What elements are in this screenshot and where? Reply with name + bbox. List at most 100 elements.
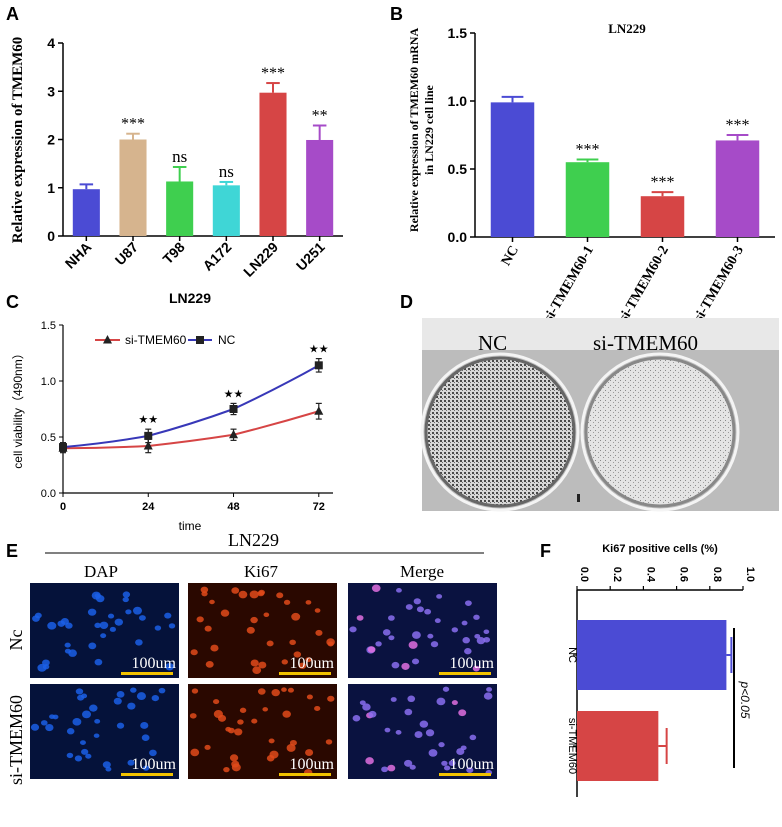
cell-nucleus — [94, 658, 103, 666]
cell-nucleus — [113, 697, 122, 705]
cell-nucleus — [220, 609, 230, 617]
cell-nucleus — [461, 620, 468, 626]
cell-nucleus — [257, 590, 265, 597]
cell-nucleus — [441, 760, 448, 766]
data-point-si-tmem60 — [229, 429, 239, 439]
cell-nucleus — [158, 687, 166, 694]
scale-bar — [279, 773, 331, 776]
significance-label: *** — [576, 141, 600, 158]
column-label-dap: DAP — [84, 562, 118, 581]
cell-nucleus — [395, 730, 402, 735]
dish-si-rim — [580, 352, 740, 512]
cell-nucleus — [268, 738, 275, 744]
cell-nucleus — [262, 707, 269, 712]
cell-nucleus — [349, 626, 357, 633]
cell-nucleus — [448, 760, 456, 766]
cell-nucleus — [391, 661, 400, 669]
cell-nucleus — [387, 764, 396, 772]
bar-a172 — [212, 185, 240, 236]
cell-nucleus — [289, 639, 296, 646]
cell-nucleus — [413, 598, 421, 605]
cell-nucleus — [314, 705, 321, 711]
cell-nucleus — [436, 697, 446, 706]
cell-nucleus — [227, 727, 235, 734]
bar-si-tmem60-1 — [565, 162, 610, 237]
cell-nucleus — [388, 635, 395, 641]
cell-nucleus — [401, 662, 410, 670]
cell-nucleus — [87, 608, 97, 616]
cell-nucleus — [107, 613, 115, 619]
x-tick-label: U87 — [112, 239, 142, 269]
cell-nucleus — [79, 740, 86, 745]
cell-nucleus — [191, 688, 199, 694]
panel-b: B 0.0 0.5 1.0 1.5 NC *** si-TMEM60-1 *** si-TMEM… — [390, 4, 775, 324]
cell-nucleus — [127, 759, 135, 766]
cell-nucleus — [404, 708, 413, 716]
x-tick-label: 1.0 — [744, 567, 756, 582]
bar-nc — [490, 102, 535, 237]
cell-nucleus — [483, 629, 490, 634]
cell-nucleus — [205, 661, 214, 668]
x-tick-label: 48 — [227, 501, 239, 513]
cell-nucleus — [438, 742, 445, 748]
y-tick-label: 3 — [47, 83, 55, 99]
dish-label-si: si-TMEM60 — [593, 331, 698, 355]
cell-nucleus — [52, 714, 59, 720]
y-axis-title: Relative expression of TMEM60 — [10, 37, 26, 244]
chart-c: LN229 0.0 0.5 1.0 1.5 0 24 48 72 time cell viabili… — [11, 290, 333, 533]
chart-a: 0 1 2 3 4 NHA *** U87 ns T98 ns A172 *** LN229 ** U251 R… — [10, 35, 343, 280]
x-tick-label: LN229 — [240, 239, 281, 280]
cell-nucleus — [315, 629, 323, 636]
cell-nucleus — [149, 749, 157, 757]
cell-nucleus — [141, 734, 150, 741]
cell-nucleus — [287, 687, 294, 693]
cell-nucleus — [217, 714, 227, 722]
cell-nucleus — [381, 766, 389, 773]
cell-nucleus — [213, 699, 220, 705]
series-line-si-tmem60 — [62, 410, 320, 450]
cell-nucleus — [486, 687, 493, 692]
panel-letter-a: A — [6, 4, 19, 24]
cell-nucleus — [77, 694, 85, 701]
cell-nucleus — [164, 612, 172, 619]
cell-nucleus — [305, 749, 314, 756]
cell-nucleus — [472, 665, 480, 672]
cell-nucleus — [74, 755, 83, 762]
cell-nucleus — [66, 752, 74, 759]
scale-label: 100um — [450, 756, 495, 773]
cell-nucleus — [456, 748, 465, 756]
cell-nucleus — [367, 646, 376, 653]
cell-nucleus — [388, 615, 395, 621]
cell-nucleus — [416, 606, 424, 613]
cell-nucleus — [249, 590, 259, 599]
data-point-si-tmem60 — [143, 440, 153, 450]
x-tick-label: si-TMEM60-3 — [692, 244, 747, 325]
bar-u251 — [306, 139, 334, 236]
dish-label-nc: NC — [478, 331, 507, 355]
x-tick-label: si-TMEM60-2 — [617, 244, 672, 325]
cell-nucleus — [442, 686, 450, 692]
scale-label: 100um — [132, 655, 177, 672]
cell-nucleus — [409, 764, 416, 770]
cell-nucleus — [239, 707, 247, 713]
cell-nucleus — [281, 659, 288, 665]
x-tick-label: NHA — [62, 239, 95, 272]
cell-nucleus — [32, 615, 40, 622]
chart-f-title: Ki67 positive cells (%) — [602, 543, 718, 555]
cell-nucleus — [81, 748, 89, 755]
cell-nucleus — [189, 713, 197, 719]
cell-nucleus — [407, 695, 416, 703]
cell-nucleus — [411, 631, 421, 639]
cell-nucleus — [298, 662, 307, 669]
micro-panel-r1-c1 — [188, 684, 337, 779]
y-tick-label: 0.5 — [41, 432, 56, 444]
cell-nucleus — [327, 641, 334, 647]
scale-label: 100um — [290, 756, 335, 773]
significance-label: *** — [726, 117, 750, 134]
dish-nc-rim — [420, 352, 580, 512]
cell-nucleus — [200, 586, 209, 593]
panel-letter-f: F — [540, 541, 551, 561]
cell-nucleus — [75, 688, 84, 695]
cell-nucleus — [306, 694, 313, 700]
